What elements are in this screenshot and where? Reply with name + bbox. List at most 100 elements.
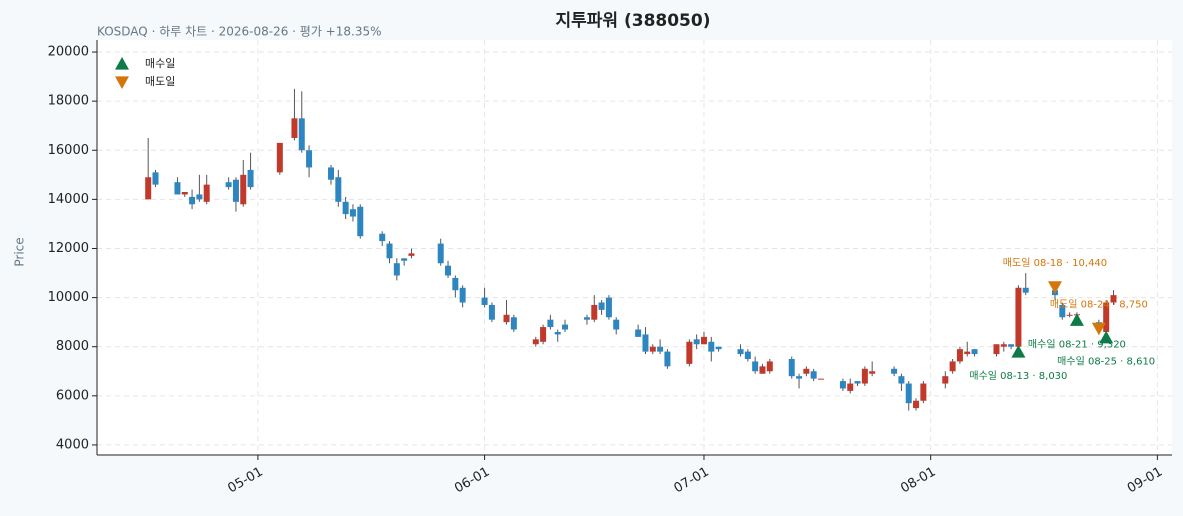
candle-body xyxy=(744,351,751,359)
candle-body xyxy=(459,287,466,303)
candle-body xyxy=(993,344,1000,355)
candle-body xyxy=(657,346,664,352)
candle-body xyxy=(1059,304,1066,318)
candle-body xyxy=(752,361,759,372)
candle-body xyxy=(613,319,620,330)
candle-body xyxy=(232,179,239,202)
candle-body xyxy=(905,383,912,404)
candle-body xyxy=(949,361,956,372)
y-tick-label: 4000 xyxy=(56,437,89,452)
signal-label: 매수일 08-25 · 8,610 xyxy=(1057,356,1155,368)
candle-body xyxy=(700,336,707,345)
candle-body xyxy=(1022,287,1029,293)
signal-label: 매수일 08-13 · 8,030 xyxy=(969,370,1067,382)
signal-marker xyxy=(1011,344,1026,358)
candle-body xyxy=(642,334,649,352)
candle-body xyxy=(803,368,810,374)
candle-body xyxy=(291,118,298,138)
candle-body xyxy=(349,209,356,217)
candle-body xyxy=(1008,344,1015,347)
chart-subtitle: KOSDAQ · 하루 차트 · 2026-08-26 · 평가 +18.35% xyxy=(97,25,382,39)
candle-body xyxy=(605,297,612,318)
candle-body xyxy=(839,381,846,389)
y-axis-label: Price xyxy=(13,237,27,266)
candle-body xyxy=(971,349,978,355)
candle-body xyxy=(1000,344,1007,347)
y-tick-label: 6000 xyxy=(56,388,89,403)
signal-marker xyxy=(1047,281,1062,294)
legend-label: 매수일 xyxy=(145,56,175,70)
plot-area xyxy=(97,40,1172,455)
x-tick-label: 05-01 xyxy=(225,465,265,497)
candle-body xyxy=(503,314,510,323)
candle-body xyxy=(145,177,152,200)
candle-body xyxy=(591,304,598,320)
candle-body xyxy=(913,400,920,409)
y-tick-label: 12000 xyxy=(48,241,89,256)
candle-body xyxy=(540,327,547,342)
y-tick-label: 14000 xyxy=(48,192,89,207)
legend-marker xyxy=(115,57,129,70)
candle-body xyxy=(869,371,876,374)
signal-label: 매도일 08-24 · 8,750 xyxy=(1050,298,1148,310)
candle-body xyxy=(401,258,408,261)
candle-body xyxy=(452,277,459,291)
candle-body xyxy=(562,324,569,330)
candle-body xyxy=(1110,295,1117,303)
candle-body xyxy=(964,351,971,355)
candle-body xyxy=(386,243,393,259)
candle-body xyxy=(766,361,773,372)
candle-body xyxy=(817,378,824,380)
candle-body xyxy=(240,174,247,205)
x-tick-label: 07-01 xyxy=(672,465,712,497)
candle-body xyxy=(788,358,795,377)
candle-body xyxy=(152,172,159,185)
x-tick-label: 08-01 xyxy=(898,465,938,497)
candle-body xyxy=(276,142,283,173)
candle-body xyxy=(737,349,744,355)
y-tick-label: 8000 xyxy=(56,339,89,354)
candle-body xyxy=(554,331,561,335)
candle-body xyxy=(247,169,254,188)
candle-body xyxy=(898,376,905,384)
candle-body xyxy=(357,206,364,237)
candle-body xyxy=(488,304,495,320)
candle-body xyxy=(547,319,554,328)
candle-body xyxy=(759,366,766,374)
candle-body xyxy=(510,317,517,330)
candle-body xyxy=(225,182,232,188)
candle-body xyxy=(342,201,349,215)
candle-body xyxy=(686,341,693,364)
candle-body xyxy=(664,351,671,367)
candle-body xyxy=(306,150,313,168)
legend-label: 매도일 xyxy=(145,74,175,88)
candle-body xyxy=(861,368,868,384)
y-tick-label: 16000 xyxy=(48,143,89,158)
candle-body xyxy=(810,371,817,379)
candle-body xyxy=(583,317,590,320)
x-tick-label: 09-01 xyxy=(1125,465,1165,497)
candle-body xyxy=(174,182,181,195)
candle-body xyxy=(920,383,927,401)
candle-body xyxy=(379,233,386,242)
signal-marker xyxy=(1069,313,1084,326)
candle-body xyxy=(1103,302,1110,332)
y-tick-label: 10000 xyxy=(48,290,89,305)
y-tick-label: 20000 xyxy=(48,45,89,60)
candle-body xyxy=(693,339,700,345)
candle-body xyxy=(854,381,861,384)
candle-body xyxy=(649,346,656,352)
candle-body xyxy=(847,383,854,391)
candle-body xyxy=(203,184,210,202)
candle-body xyxy=(445,265,452,276)
legend-marker xyxy=(115,76,129,89)
x-tick-label: 06-01 xyxy=(452,465,492,497)
candle-body xyxy=(1015,287,1022,347)
candle-body xyxy=(335,177,342,202)
candle-body xyxy=(189,196,196,205)
candle-body xyxy=(408,253,415,256)
candle-body xyxy=(891,368,898,374)
signal-marker xyxy=(1091,322,1106,336)
candle-body xyxy=(598,302,605,310)
